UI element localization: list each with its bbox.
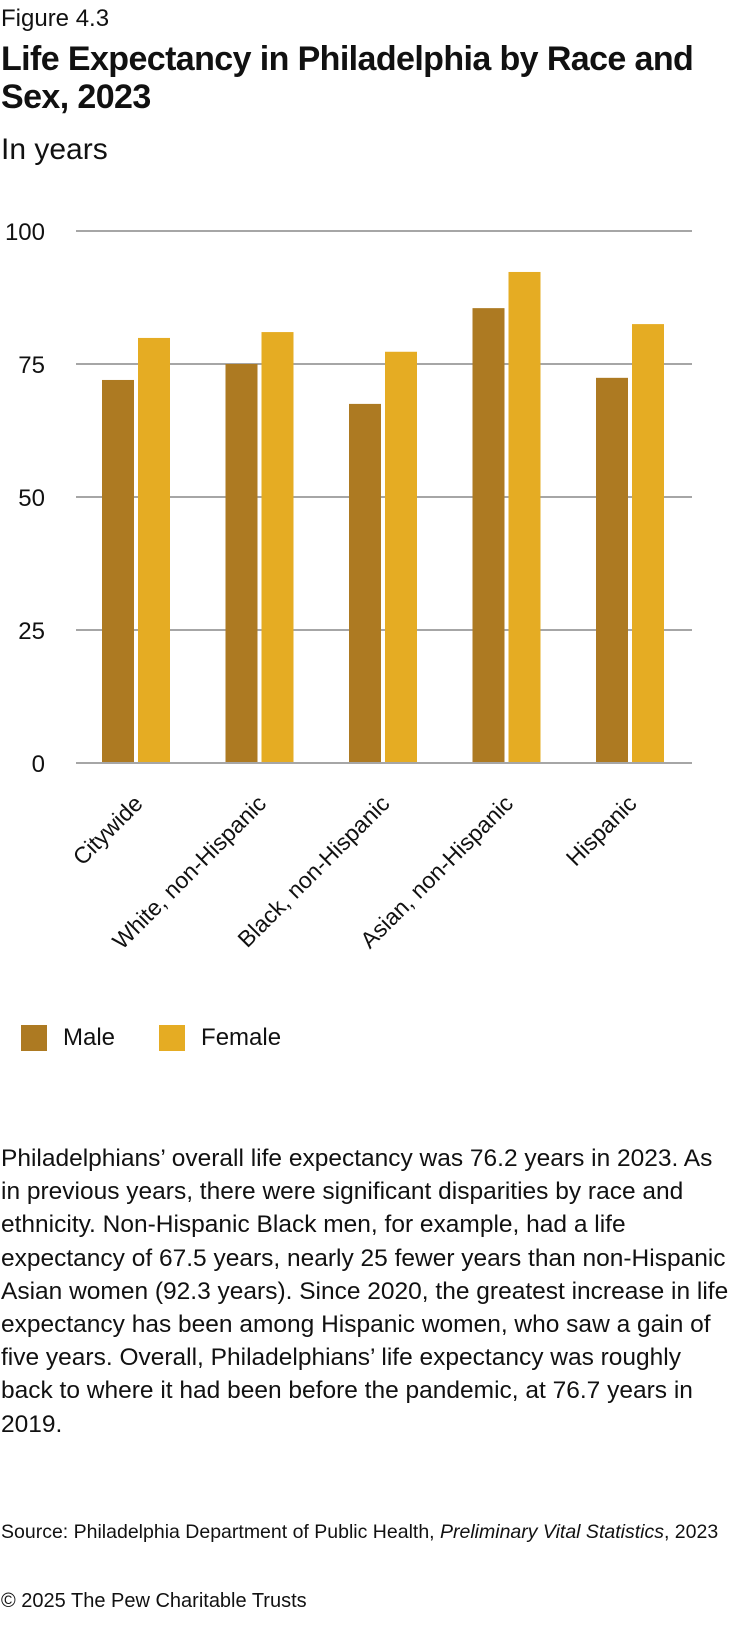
chart-title: Life Expectancy in Philadelphia by Race … — [1, 40, 694, 116]
legend-swatch-male — [21, 1025, 47, 1051]
bar-male-4 — [596, 377, 628, 762]
bar-female-0 — [138, 337, 170, 762]
source-title: Preliminary Vital Statistics — [440, 1521, 664, 1543]
legend: Male Female — [21, 1024, 325, 1052]
y-tick-label: 0 — [32, 751, 45, 778]
legend-item-female: Female — [159, 1024, 281, 1052]
bar-male-1 — [225, 364, 258, 762]
bar-male-0 — [102, 379, 134, 762]
x-tick-label: Citywide — [68, 790, 148, 870]
legend-label-male: Male — [63, 1024, 116, 1051]
bar-male-3 — [472, 308, 505, 762]
bar-female-4 — [632, 324, 664, 762]
source-note: Source: Philadelphia Department of Publi… — [1, 1518, 726, 1546]
copyright: © 2025 The Pew Charitable Trusts — [1, 1590, 307, 1612]
y-tick-label: 50 — [18, 485, 45, 512]
legend-label-female: Female — [201, 1024, 282, 1051]
bar-female-1 — [261, 332, 294, 762]
legend-swatch-female — [159, 1025, 186, 1051]
y-tick-label: 75 — [18, 352, 45, 379]
source-suffix: , 2023 — [663, 1521, 719, 1543]
y-axis-ticks: 0 25 50 75 100 — [5, 219, 45, 778]
bar-male-2 — [349, 403, 381, 762]
chart-subtitle: In years — [1, 133, 108, 166]
legend-item-male: Male — [21, 1024, 115, 1052]
figure-label: Figure 4.3 — [1, 5, 110, 32]
x-tick-label: Hispanic — [561, 790, 642, 871]
gridlines — [76, 230, 692, 764]
bar-female-2 — [385, 351, 417, 762]
source-prefix: Source: Philadelphia Department of Publi… — [1, 1521, 440, 1543]
bars — [102, 271, 664, 762]
body-paragraph: Philadelphians’ overall life expectancy … — [1, 1145, 729, 1438]
y-tick-label: 100 — [5, 219, 45, 246]
bar-female-3 — [508, 271, 541, 762]
y-tick-label: 25 — [18, 618, 45, 645]
